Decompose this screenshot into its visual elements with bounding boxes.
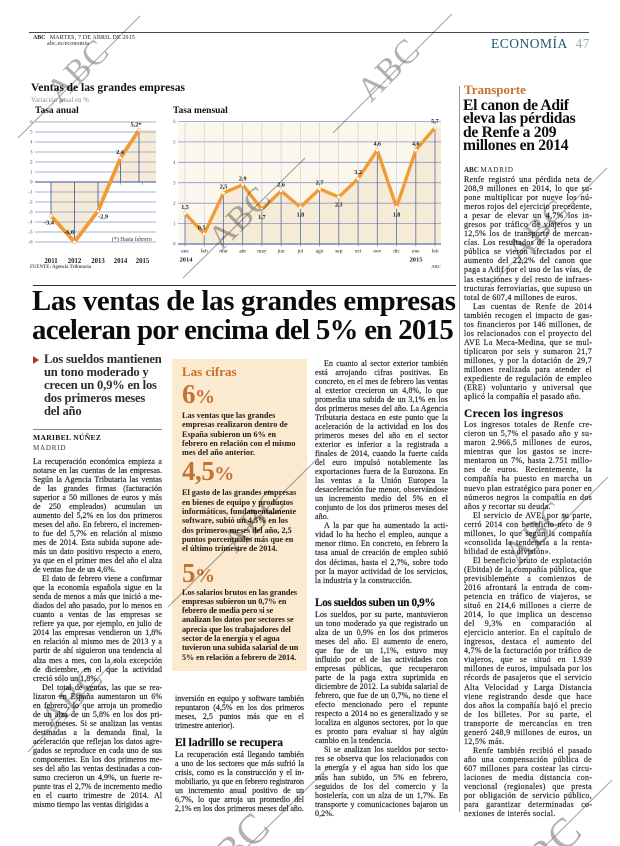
- svg-text:ene: ene: [412, 249, 420, 255]
- svg-text:2015: 2015: [410, 257, 423, 264]
- svg-text:-2: -2: [28, 200, 33, 206]
- svg-text:0: 0: [173, 242, 176, 248]
- svg-text:6: 6: [30, 120, 33, 126]
- svg-text:0: 0: [30, 180, 33, 186]
- svg-text:-2,9: -2,9: [98, 214, 108, 221]
- svg-text:ene: ene: [181, 249, 189, 255]
- svg-text:may: may: [257, 249, 267, 255]
- svg-text:2,9: 2,9: [239, 176, 247, 182]
- svg-text:-6: -6: [28, 240, 33, 246]
- svg-text:ago: ago: [316, 249, 324, 255]
- svg-text:2014: 2014: [180, 257, 194, 264]
- svg-text:6: 6: [173, 119, 176, 125]
- svg-text:ABC: ABC: [431, 264, 441, 269]
- svg-text:sep: sep: [335, 249, 342, 255]
- svg-text:feb: feb: [432, 248, 439, 255]
- svg-text:2: 2: [173, 201, 176, 207]
- svg-text:2012: 2012: [68, 258, 82, 265]
- svg-text:1,7: 1,7: [258, 215, 266, 221]
- svg-text:3,2: 3,2: [354, 170, 362, 176]
- svg-text:4: 4: [30, 140, 33, 146]
- svg-text:nov: nov: [373, 249, 381, 255]
- svg-text:feb: feb: [201, 248, 208, 255]
- svg-text:-5: -5: [28, 230, 33, 236]
- svg-text:abr: abr: [239, 249, 246, 255]
- svg-text:4: 4: [173, 160, 176, 166]
- svg-text:3: 3: [30, 150, 33, 156]
- svg-text:-6,0: -6,0: [64, 229, 74, 236]
- svg-text:4,6: 4,6: [373, 142, 381, 148]
- svg-text:2,6: 2,6: [277, 182, 285, 188]
- svg-text:1: 1: [173, 221, 176, 227]
- svg-text:5: 5: [173, 140, 176, 146]
- svg-text:0,5: 0,5: [198, 225, 206, 231]
- svg-text:5,7: 5,7: [431, 119, 439, 125]
- svg-text:mar: mar: [219, 249, 228, 255]
- svg-text:2,7: 2,7: [316, 180, 324, 186]
- svg-text:5,2*: 5,2*: [130, 122, 141, 129]
- svg-text:(*) Hasta febrero: (*) Hasta febrero: [112, 236, 152, 243]
- svg-text:-3,4: -3,4: [44, 220, 55, 227]
- svg-text:2014: 2014: [114, 258, 128, 265]
- svg-text:2011: 2011: [44, 258, 58, 265]
- svg-text:oct: oct: [355, 249, 362, 255]
- svg-text:-4: -4: [28, 220, 33, 226]
- svg-text:jun: jun: [277, 249, 285, 255]
- svg-text:-3: -3: [28, 210, 33, 216]
- svg-text:4,6: 4,6: [412, 142, 420, 148]
- svg-text:2013: 2013: [91, 258, 105, 265]
- svg-text:1,8: 1,8: [393, 213, 401, 219]
- svg-text:jul: jul: [297, 249, 304, 255]
- svg-text:5: 5: [30, 130, 33, 136]
- svg-text:-1: -1: [28, 190, 33, 196]
- svg-text:2: 2: [30, 160, 33, 166]
- svg-text:3: 3: [173, 180, 176, 186]
- svg-text:1,8: 1,8: [297, 213, 305, 219]
- svg-text:2,5: 2,5: [220, 184, 228, 190]
- svg-text:1,5: 1,5: [181, 205, 189, 211]
- svg-text:2015: 2015: [136, 258, 150, 265]
- svg-text:2,4: 2,4: [116, 149, 125, 156]
- svg-text:1: 1: [30, 170, 33, 176]
- svg-text:FUENTE: Agencia Tributaria: FUENTE: Agencia Tributaria: [30, 265, 92, 270]
- svg-text:dic: dic: [393, 249, 400, 255]
- svg-text:2,3: 2,3: [335, 203, 343, 209]
